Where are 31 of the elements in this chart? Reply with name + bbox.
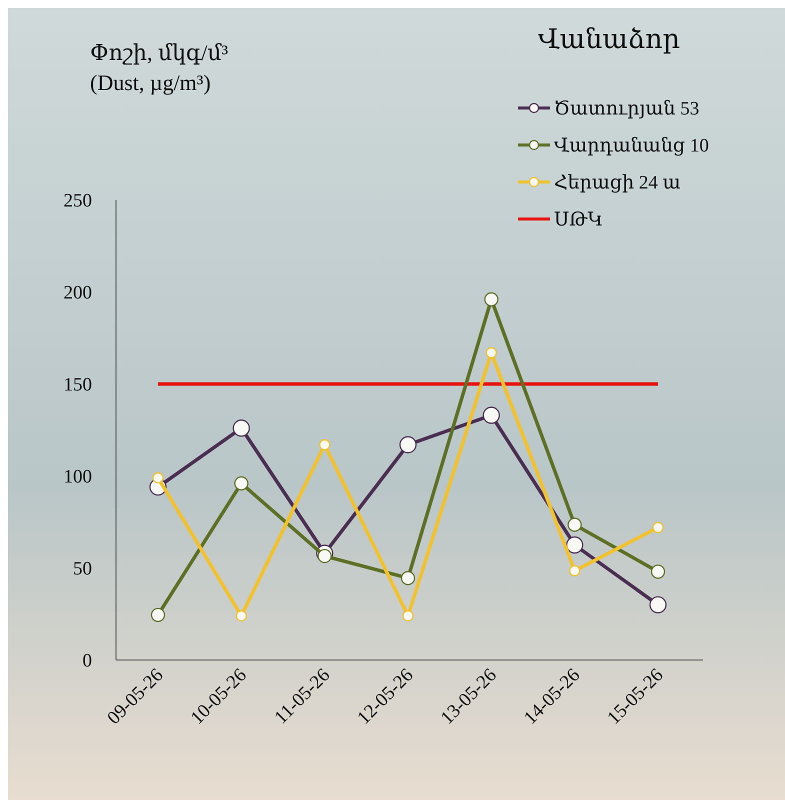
point [566, 536, 584, 554]
point [236, 610, 247, 622]
point [234, 476, 248, 490]
point [318, 548, 332, 564]
point [152, 472, 164, 484]
point [569, 565, 580, 576]
point [649, 596, 667, 614]
point [399, 436, 417, 454]
legend-label: Հերացի 24 ա [554, 172, 681, 194]
y-tick-label: 200 [64, 282, 92, 304]
legend-label: Ծատուրյան 53 [554, 98, 700, 120]
y-tick-label: 100 [64, 466, 92, 488]
point [652, 522, 664, 534]
y-tick-label: 250 [64, 190, 92, 212]
y-tick-label: 150 [64, 374, 92, 396]
point [482, 406, 500, 424]
point [484, 292, 498, 306]
legend-label: Վարդանանց 10 [554, 136, 709, 157]
legend-label: ՍԹԿ [554, 210, 603, 231]
legend-title: Վանաձոր [538, 24, 680, 54]
point [232, 420, 250, 437]
point [319, 439, 330, 450]
y-tick-label: 0 [82, 650, 92, 672]
point [650, 564, 666, 579]
y-axis-title: Փոշի, մկգ/մ³ (Dust, µg/m³) [90, 40, 229, 95]
point [486, 347, 497, 358]
point [568, 518, 582, 532]
point [402, 610, 414, 622]
y-tick-label: 50 [73, 558, 92, 580]
point [400, 571, 416, 586]
point [150, 608, 166, 622]
